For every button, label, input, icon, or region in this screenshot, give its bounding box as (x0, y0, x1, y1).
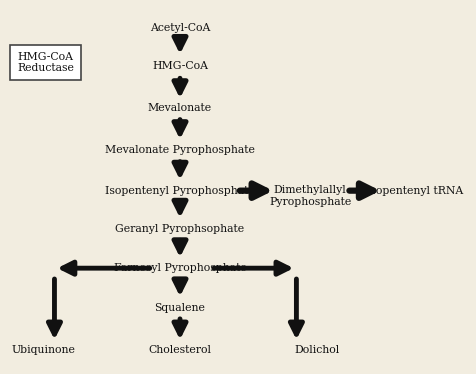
Text: Mevalonate: Mevalonate (148, 103, 212, 113)
Text: Geranyl Pyrophsophate: Geranyl Pyrophsophate (115, 224, 244, 234)
Text: Squalene: Squalene (154, 303, 205, 313)
Text: Cholesterol: Cholesterol (148, 345, 211, 355)
Text: Farnesyl Pyrophosphate: Farnesyl Pyrophosphate (113, 263, 246, 273)
Text: Isopentenyl Pyrophosphate: Isopentenyl Pyrophosphate (105, 186, 254, 196)
Text: Acetyl-CoA: Acetyl-CoA (149, 23, 210, 33)
Text: HMG-CoA: HMG-CoA (152, 61, 208, 71)
FancyBboxPatch shape (10, 45, 80, 80)
Text: Isopentenyl tRNA: Isopentenyl tRNA (366, 186, 463, 196)
Text: Ubiquinone: Ubiquinone (11, 345, 75, 355)
Text: HMG-CoA
Reductase: HMG-CoA Reductase (17, 52, 74, 73)
Text: Dolichol: Dolichol (294, 345, 339, 355)
Text: Mevalonate Pyrophosphate: Mevalonate Pyrophosphate (105, 145, 254, 156)
Text: Dimethylallyl
Pyrophosphate: Dimethylallyl Pyrophosphate (268, 186, 350, 207)
